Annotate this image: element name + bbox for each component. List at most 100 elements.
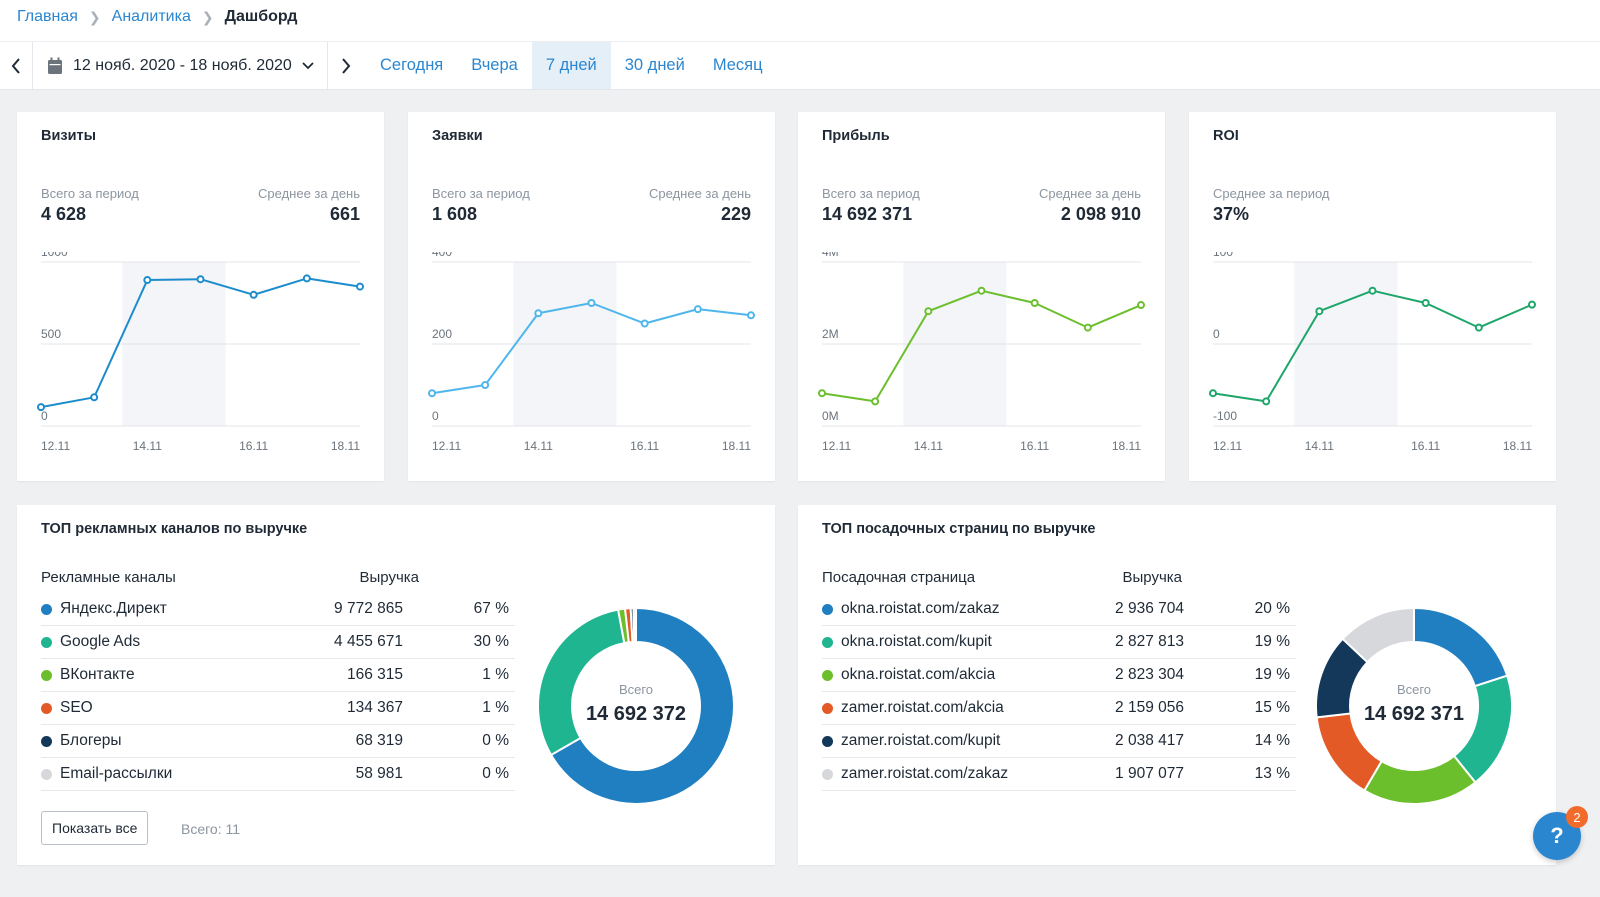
data-point[interactable] [90, 393, 99, 402]
card-title: ROI [1213, 128, 1239, 144]
row-label: zamer.roistat.com/kupit [841, 732, 1001, 749]
data-point[interactable] [481, 381, 490, 389]
page-title: Дашборд [224, 8, 298, 25]
data-point[interactable] [249, 290, 258, 299]
table-row: zamer.roistat.com/kupit 2 038 417 14 % [822, 725, 1296, 758]
data-point[interactable] [302, 274, 311, 283]
data-point[interactable] [871, 397, 880, 406]
data-point[interactable] [1315, 307, 1324, 316]
data-point[interactable] [1368, 286, 1377, 295]
tab-period-4[interactable]: Месяц [712, 56, 763, 74]
notification-badge: 2 [1566, 806, 1588, 828]
tab-period-2[interactable]: 7 дней [531, 42, 611, 89]
row-label: SEO [60, 699, 93, 716]
tab-period-3[interactable]: 30 дней [624, 56, 685, 74]
donut-slice[interactable] [549, 606, 735, 805]
row-name: SEO [41, 699, 93, 717]
total-label: Всего за период [432, 186, 530, 201]
prev-period-button[interactable] [0, 42, 32, 89]
x-tick-label: 12.11 [822, 439, 851, 453]
data-point[interactable] [1474, 323, 1483, 332]
date-range-value: 12 нояб. 2020 - 18 нояб. 2020 [73, 56, 292, 74]
table-row: Блогеры 68 319 0 % [41, 725, 515, 758]
data-point[interactable] [196, 275, 205, 284]
data-point[interactable] [693, 305, 702, 314]
data-point[interactable] [37, 403, 45, 412]
average-period-value: 37% [1213, 204, 1250, 224]
data-point[interactable] [1083, 323, 1092, 332]
data-point[interactable] [1030, 299, 1039, 307]
data-point[interactable] [1528, 300, 1536, 309]
legend-dot-icon [41, 768, 52, 780]
donut-slice[interactable] [1341, 606, 1415, 664]
row-label: Email-рассылки [60, 765, 173, 782]
data-point[interactable] [428, 389, 436, 398]
data-point[interactable] [356, 282, 364, 291]
y-tick-label: 0 [432, 409, 439, 423]
table-row: okna.roistat.com/akcia 2 823 304 19 % [822, 659, 1296, 692]
row-label: okna.roistat.com/akcia [841, 666, 996, 683]
row-percent: 30 % [473, 633, 509, 650]
row-name: zamer.roistat.com/zakaz [822, 765, 1008, 783]
average-period-label: Среднее за период [1213, 186, 1330, 201]
average-label: Среднее за день [1039, 186, 1141, 201]
row-revenue: 134 367 [346, 699, 403, 716]
x-tick-label: 14.11 [914, 439, 943, 453]
row-name: zamer.roistat.com/akcia [822, 699, 1004, 717]
column-header-name: Посадочная страница [822, 569, 976, 586]
legend-dot-icon [41, 603, 52, 615]
data-point[interactable] [1421, 299, 1430, 307]
next-period-button[interactable] [328, 42, 364, 89]
data-point[interactable] [587, 299, 596, 307]
help-icon: ? [1550, 823, 1564, 848]
row-name: Google Ads [41, 633, 140, 651]
show-all-button[interactable]: Показать все [41, 811, 149, 845]
tab-period-1[interactable]: Вчера [471, 56, 518, 74]
donut-slice[interactable] [1413, 606, 1509, 688]
data-point[interactable] [924, 307, 933, 316]
total-value: 14 692 371 [822, 204, 913, 224]
legend-dot-icon [41, 735, 52, 747]
requests-line-chart: 0 200 400 12.11 14.11 16.11 18.11 [428, 252, 755, 453]
legend-dot-icon [822, 735, 833, 747]
row-percent: 1 % [482, 666, 509, 683]
data-point[interactable] [1137, 301, 1145, 310]
data-point[interactable] [818, 389, 826, 398]
table-row: SEO 134 367 1 % [41, 692, 515, 725]
date-range-picker[interactable]: 12 нояб. 2020 - 18 нояб. 2020 [32, 42, 328, 89]
row-name: zamer.roistat.com/kupit [822, 732, 1000, 750]
y-tick-label: 2M [822, 327, 839, 341]
data-point[interactable] [977, 286, 986, 295]
breadcrumb-home[interactable]: Главная [17, 8, 78, 25]
data-point[interactable] [640, 319, 649, 328]
data-point[interactable] [747, 311, 755, 320]
data-point[interactable] [1209, 389, 1217, 398]
average-value: 661 [329, 204, 360, 224]
row-revenue: 68 319 [355, 732, 403, 749]
donut-center-value: 14 692 371 [1364, 703, 1464, 725]
row-label: okna.roistat.com/zakaz [841, 600, 1000, 617]
column-header-revenue: Выручка [1122, 569, 1182, 586]
row-name: okna.roistat.com/kupit [822, 633, 992, 651]
help-button[interactable]: ? [1533, 812, 1581, 860]
row-revenue: 2 823 304 [1115, 666, 1184, 683]
donut-slice[interactable] [632, 606, 637, 644]
data-point[interactable] [534, 309, 543, 318]
row-name: Email-рассылки [41, 765, 172, 783]
data-point[interactable] [143, 276, 152, 285]
data-point[interactable] [1262, 397, 1271, 406]
total-value: 1 608 [432, 204, 478, 224]
tab-period-0[interactable]: Сегодня [380, 56, 444, 74]
y-tick-label: 0 [1213, 327, 1220, 341]
row-percent: 20 % [1254, 600, 1290, 617]
x-tick-label: 16.11 [630, 439, 659, 453]
breadcrumb-separator-icon: ❯ [88, 8, 101, 25]
row-label: Яндекс.Директ [60, 600, 167, 617]
breadcrumb-analytics[interactable]: Аналитика [111, 8, 191, 25]
row-label: zamer.roistat.com/zakaz [841, 765, 1009, 782]
donut-slice[interactable] [537, 608, 626, 757]
table-row: zamer.roistat.com/zakaz 1 907 077 13 % [822, 758, 1296, 791]
table-row: Google Ads 4 455 671 30 % [41, 626, 515, 659]
visits-line-chart: 0 500 1000 12.11 14.11 16.11 18.11 [37, 252, 364, 453]
total-value: 4 628 [41, 204, 87, 224]
